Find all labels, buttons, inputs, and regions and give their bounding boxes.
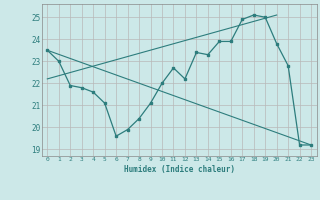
X-axis label: Humidex (Indice chaleur): Humidex (Indice chaleur) — [124, 165, 235, 174]
